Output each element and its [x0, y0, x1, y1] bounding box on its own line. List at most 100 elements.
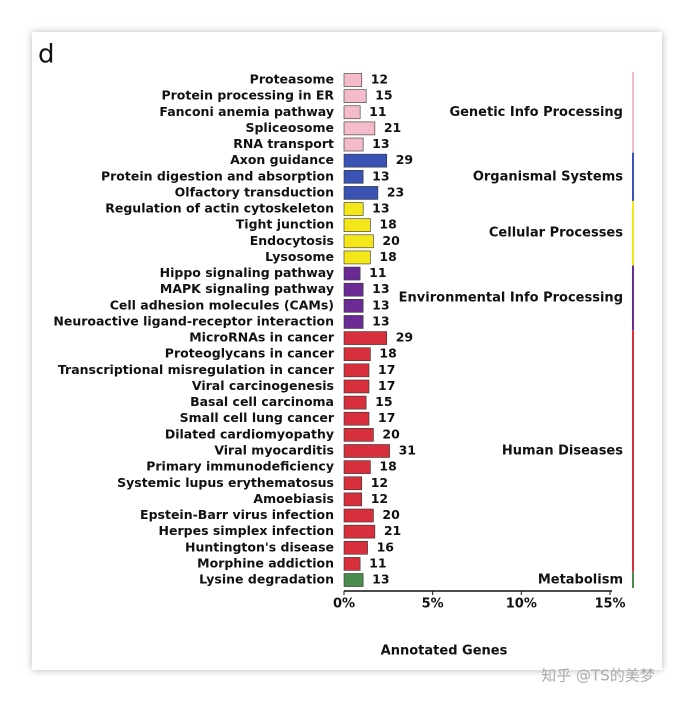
group-label: Metabolism [538, 573, 623, 588]
bar [343, 460, 371, 474]
category-label: Spliceosome [245, 120, 334, 135]
x-tick-label: 15% [594, 597, 625, 612]
bar [343, 202, 364, 216]
bar [343, 379, 370, 394]
bar [343, 508, 374, 523]
count-label: 17 [378, 410, 395, 425]
x-tick-label: 0% [333, 597, 355, 612]
category-label: Endocytosis [250, 233, 334, 248]
category-label: Systemic lupus erythematosus [117, 475, 334, 490]
bar [343, 573, 364, 587]
category-label: Primary immunodeficiency [146, 459, 334, 474]
category-label: Basal cell carcinoma [190, 394, 334, 409]
group-label: Organismal Systems [473, 169, 623, 184]
category-label: MicroRNAs in cancer [189, 330, 335, 345]
count-label: 21 [384, 523, 401, 538]
count-label: 13 [372, 297, 389, 312]
x-tick-label: 10% [506, 597, 537, 612]
category-label: Lysine degradation [199, 572, 334, 587]
x-axis-title: Annotated Genes [381, 644, 508, 659]
bar [343, 524, 376, 539]
count-label: 11 [369, 265, 386, 280]
category-label: Proteoglycans in cancer [165, 346, 335, 361]
category-label: Cell adhesion molecules (CAMs) [110, 297, 334, 312]
category-label: RNA transport [233, 136, 334, 151]
category-label: Dilated cardiomyopathy [165, 426, 334, 441]
bar [343, 331, 388, 345]
count-label: 15 [375, 394, 392, 409]
count-label: 11 [369, 555, 386, 570]
category-label: Small cell lung cancer [180, 410, 335, 425]
bar [343, 363, 370, 378]
category-label: Transcriptional misregulation in cancer [58, 362, 335, 377]
count-label: 17 [378, 362, 395, 377]
bar [343, 476, 363, 491]
category-label: MAPK signaling pathway [160, 281, 334, 296]
count-label: 12 [371, 491, 388, 506]
group-label: Environmental Info Processing [399, 290, 623, 305]
bar [343, 540, 368, 555]
count-label: 12 [371, 475, 388, 490]
bar [343, 186, 379, 200]
category-label: Huntington's disease [185, 539, 334, 554]
category-label: Regulation of actin cytoskeleton [105, 201, 334, 216]
count-label: 15 [375, 88, 392, 103]
count-label: 17 [378, 378, 395, 393]
bar [343, 299, 364, 313]
category-label: Olfactory transduction [175, 184, 334, 199]
count-label: 23 [387, 184, 404, 199]
count-label: 20 [382, 507, 400, 522]
panel-label: d [38, 40, 55, 70]
bar [343, 250, 371, 265]
watermark: 知乎 @TS的美梦 [541, 667, 654, 685]
bar [343, 169, 364, 184]
category-label: Hippo signaling pathway [160, 265, 334, 280]
count-label: 13 [372, 281, 389, 296]
group-label: Human Diseases [502, 443, 623, 458]
bar [343, 121, 376, 136]
count-label: 21 [384, 120, 401, 135]
count-label: 16 [377, 539, 395, 554]
count-label: 13 [372, 201, 389, 216]
bar [343, 234, 374, 249]
bar [343, 347, 371, 362]
count-label: 13 [372, 313, 389, 328]
group-label: Genetic Info Processing [449, 105, 623, 120]
count-label: 29 [396, 152, 413, 167]
category-label: Tight junction [236, 217, 334, 232]
bar [343, 315, 364, 329]
count-label: 13 [372, 136, 389, 151]
bar [343, 492, 363, 507]
category-label: Fanconi anemia pathway [159, 104, 334, 119]
count-label: 18 [379, 346, 396, 361]
bar [343, 411, 370, 426]
bar [343, 395, 367, 410]
bar [343, 153, 388, 168]
bar [343, 444, 390, 458]
bar [343, 428, 374, 442]
category-label: Epstein-Barr virus infection [140, 507, 334, 522]
count-label: 18 [379, 217, 396, 232]
bar [343, 89, 367, 103]
bar [343, 73, 363, 87]
count-label: 18 [379, 249, 396, 264]
count-label: 13 [372, 572, 389, 587]
group-label: Cellular Processes [489, 226, 623, 241]
category-label: Herpes simplex infection [159, 523, 334, 538]
category-label: Viral myocarditis [214, 442, 334, 457]
category-label: Neuroactive ligand-receptor interaction [53, 313, 334, 328]
count-label: 29 [396, 330, 413, 345]
count-label: 11 [369, 104, 386, 119]
category-label: Morphine addiction [197, 555, 334, 570]
bar [343, 137, 364, 152]
category-label: Amoebiasis [253, 491, 334, 506]
count-label: 12 [371, 72, 388, 87]
category-label: Protein digestion and absorption [101, 168, 334, 183]
count-label: 31 [399, 442, 416, 457]
bar [343, 557, 361, 571]
bar [343, 105, 361, 120]
category-label: Viral carcinogenesis [192, 378, 334, 393]
category-label: Protein processing in ER [161, 88, 334, 103]
category-label: Proteasome [250, 72, 334, 87]
